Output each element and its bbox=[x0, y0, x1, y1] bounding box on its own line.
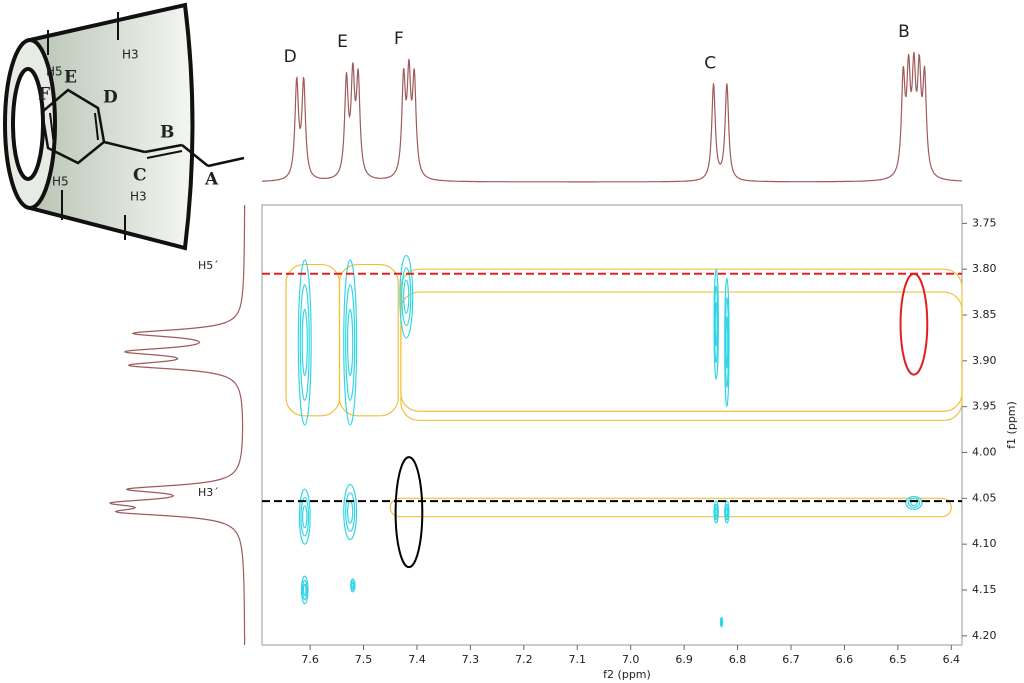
y-axis-label: f1 (ppm) bbox=[1005, 401, 1018, 449]
positive-contour bbox=[725, 507, 729, 518]
positive-contour bbox=[297, 259, 312, 426]
x-tick-label: 6.7 bbox=[782, 653, 800, 666]
peak-label: F bbox=[394, 29, 404, 49]
diagram-label: A bbox=[204, 170, 219, 190]
y-tick-label: 4.05 bbox=[972, 491, 997, 504]
x-tick-label: 7.0 bbox=[622, 653, 640, 666]
y-tick-label: 4.15 bbox=[972, 583, 997, 596]
positive-contour bbox=[714, 301, 718, 347]
positive-contour bbox=[714, 503, 719, 521]
y-tick-label: 3.85 bbox=[972, 308, 997, 321]
positive-contour bbox=[302, 583, 307, 597]
positive-contour bbox=[300, 575, 309, 605]
highlight-ellipse bbox=[899, 272, 929, 376]
cyclodextrin-diagram: H5 E F D B C A H3 H5 H3 bbox=[3, 2, 245, 251]
plot-frame bbox=[261, 204, 963, 646]
positive-contour bbox=[714, 285, 719, 364]
diagram-label: D bbox=[103, 88, 118, 108]
negative-contour bbox=[400, 291, 963, 412]
x-tick-label: 6.8 bbox=[729, 653, 747, 666]
x-tick-label: 6.4 bbox=[943, 653, 961, 666]
negative-contour bbox=[389, 497, 952, 518]
y-tick-label: 4.20 bbox=[972, 629, 997, 642]
diagram-label: B bbox=[160, 123, 174, 143]
positive-contour bbox=[300, 496, 310, 537]
positive-contour bbox=[298, 488, 311, 545]
positive-contour bbox=[351, 582, 355, 589]
positive-contour bbox=[345, 492, 356, 532]
y-tick-label: 4.10 bbox=[972, 537, 997, 550]
f2-projection bbox=[261, 51, 963, 183]
positive-contour bbox=[343, 259, 358, 426]
negative-contour bbox=[285, 263, 341, 417]
diagram-label: E bbox=[64, 68, 77, 88]
positive-contour bbox=[350, 580, 355, 591]
y-tick-label: 4.00 bbox=[972, 446, 997, 459]
x-tick-label: 7.5 bbox=[355, 653, 373, 666]
x-tick-label: 6.9 bbox=[675, 653, 693, 666]
negative-contour bbox=[338, 263, 399, 417]
diagram-label: H5 bbox=[46, 65, 63, 79]
reference-label: H5´ bbox=[198, 259, 219, 272]
diagram-label: F bbox=[38, 85, 50, 105]
diagram-label: H5 bbox=[52, 175, 69, 189]
positive-contour bbox=[713, 500, 719, 524]
highlight-ellipse bbox=[394, 456, 424, 569]
positive-contour bbox=[724, 500, 730, 524]
y-tick-label: 3.80 bbox=[972, 262, 997, 275]
positive-contour bbox=[905, 495, 923, 510]
diagram-label: H3 bbox=[130, 190, 147, 204]
positive-contour bbox=[347, 500, 354, 524]
positive-contour bbox=[724, 277, 730, 408]
x-tick-label: 7.1 bbox=[569, 653, 587, 666]
x-tick-label: 7.2 bbox=[515, 653, 533, 666]
y-tick-label: 3.95 bbox=[972, 400, 997, 413]
x-axis-label: f2 (ppm) bbox=[603, 668, 651, 681]
positive-contour bbox=[725, 316, 729, 369]
x-tick-label: 6.6 bbox=[836, 653, 854, 666]
x-tick-label: 7.3 bbox=[462, 653, 480, 666]
positive-contour bbox=[350, 578, 356, 593]
positive-contour bbox=[713, 268, 719, 380]
f1-projection bbox=[109, 205, 246, 645]
diagram-label: C bbox=[133, 166, 147, 186]
positive-contour bbox=[714, 507, 718, 518]
positive-contour bbox=[907, 497, 921, 509]
peak-label: E bbox=[337, 32, 348, 52]
y-tick-label: 3.90 bbox=[972, 354, 997, 367]
positive-contour bbox=[302, 505, 308, 529]
positive-contour bbox=[724, 503, 729, 521]
positive-contour bbox=[399, 254, 414, 339]
positive-contour bbox=[345, 284, 356, 401]
x-tick-label: 6.5 bbox=[889, 653, 907, 666]
positive-contour bbox=[720, 619, 723, 625]
x-tick-label: 7.4 bbox=[408, 653, 426, 666]
positive-contour bbox=[343, 483, 358, 541]
positive-contour bbox=[724, 296, 729, 389]
positive-contour bbox=[401, 267, 412, 327]
positive-contour bbox=[299, 284, 310, 401]
positive-contour bbox=[403, 279, 410, 314]
positive-contour bbox=[301, 579, 308, 601]
y-tick-label: 3.75 bbox=[972, 216, 997, 229]
positive-contour bbox=[347, 308, 354, 377]
peak-label: C bbox=[704, 53, 716, 73]
peak-label: B bbox=[898, 22, 910, 42]
diagram-label: H3 bbox=[122, 48, 139, 62]
positive-contour bbox=[301, 308, 308, 377]
reference-label: H3´ bbox=[198, 486, 219, 499]
x-tick-label: 7.6 bbox=[301, 653, 319, 666]
peak-label: D bbox=[284, 47, 297, 67]
